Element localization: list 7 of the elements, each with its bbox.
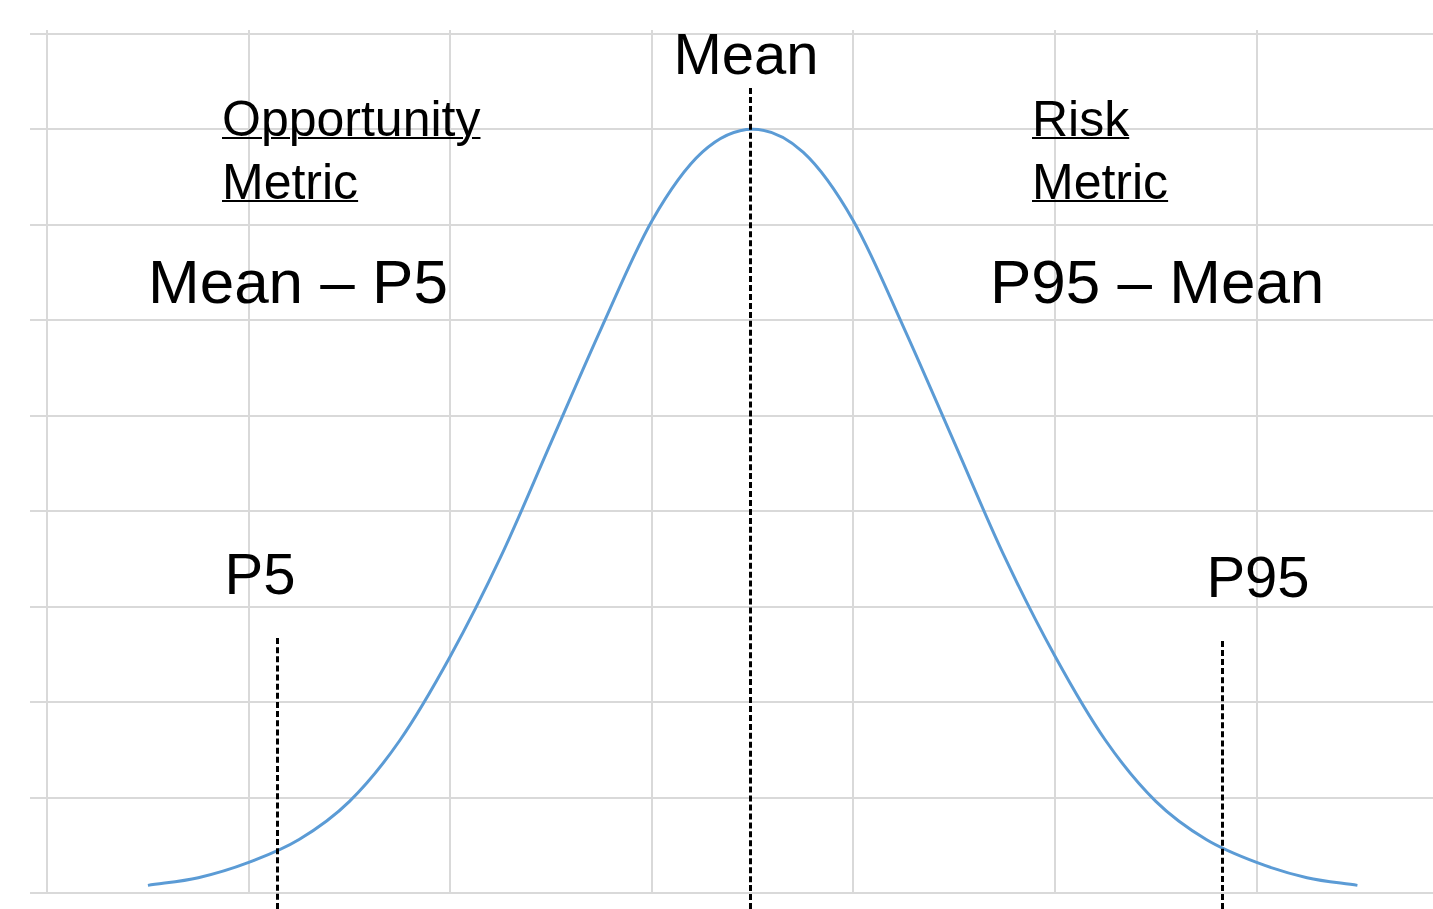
annotation: Risk Metric	[1032, 90, 1170, 212]
annotation: P95	[1206, 543, 1310, 611]
annotation: Mean – P5	[148, 246, 449, 318]
annotation: P95 – Mean	[990, 246, 1326, 318]
annotation: Opportunity Metric	[222, 90, 482, 212]
annotation: P5	[224, 540, 296, 608]
text: Mean	[673, 20, 819, 88]
